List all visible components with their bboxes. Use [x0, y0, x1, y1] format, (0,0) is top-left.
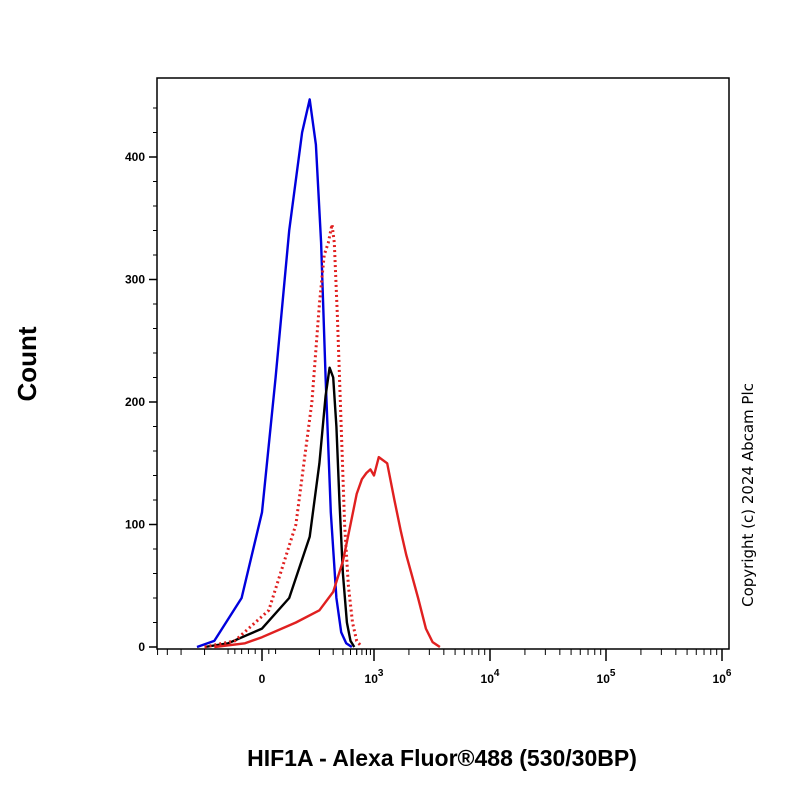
copyright-annotation: Copyright (c) 2024 Abcam Plc — [739, 383, 757, 607]
plot-frame — [156, 77, 730, 650]
y-tick-label: 200 — [125, 395, 145, 409]
y-tick-label: 400 — [125, 150, 145, 164]
series-line-1 — [196, 98, 353, 649]
y-axis-label: Count — [12, 326, 42, 401]
y-tick-label: 0 — [138, 640, 145, 654]
series-layer — [196, 98, 441, 649]
y-axis: 0 100 200 300 400 — [125, 107, 157, 654]
plot-area — [156, 77, 730, 650]
x-tick-label: 103 — [365, 668, 384, 686]
y-tick-label: 300 — [125, 273, 145, 287]
x-axis-label: HIF1A - Alexa Fluor®488 (530/30BP) — [247, 745, 637, 771]
y-tick-label: 100 — [125, 518, 145, 532]
x-axis: 0 103 104 105 106 — [157, 649, 732, 686]
x-tick-label: 105 — [597, 668, 616, 686]
series-line-4 — [214, 455, 441, 649]
series-line-2 — [204, 366, 356, 649]
x-tick-label: 106 — [713, 668, 732, 686]
x-tick-label: 104 — [481, 668, 500, 686]
series-line-3 — [204, 222, 364, 649]
x-tick-label: 0 — [259, 672, 266, 686]
